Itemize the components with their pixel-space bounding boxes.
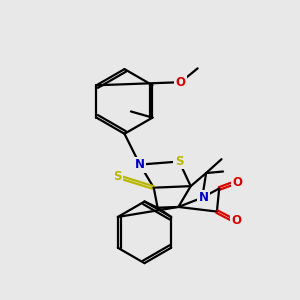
Text: O: O bbox=[233, 176, 243, 189]
Text: S: S bbox=[175, 155, 183, 168]
Text: O: O bbox=[231, 214, 241, 227]
Text: N: N bbox=[135, 158, 145, 171]
Text: S: S bbox=[113, 170, 122, 183]
Text: N: N bbox=[199, 191, 209, 204]
Text: O: O bbox=[176, 76, 186, 89]
